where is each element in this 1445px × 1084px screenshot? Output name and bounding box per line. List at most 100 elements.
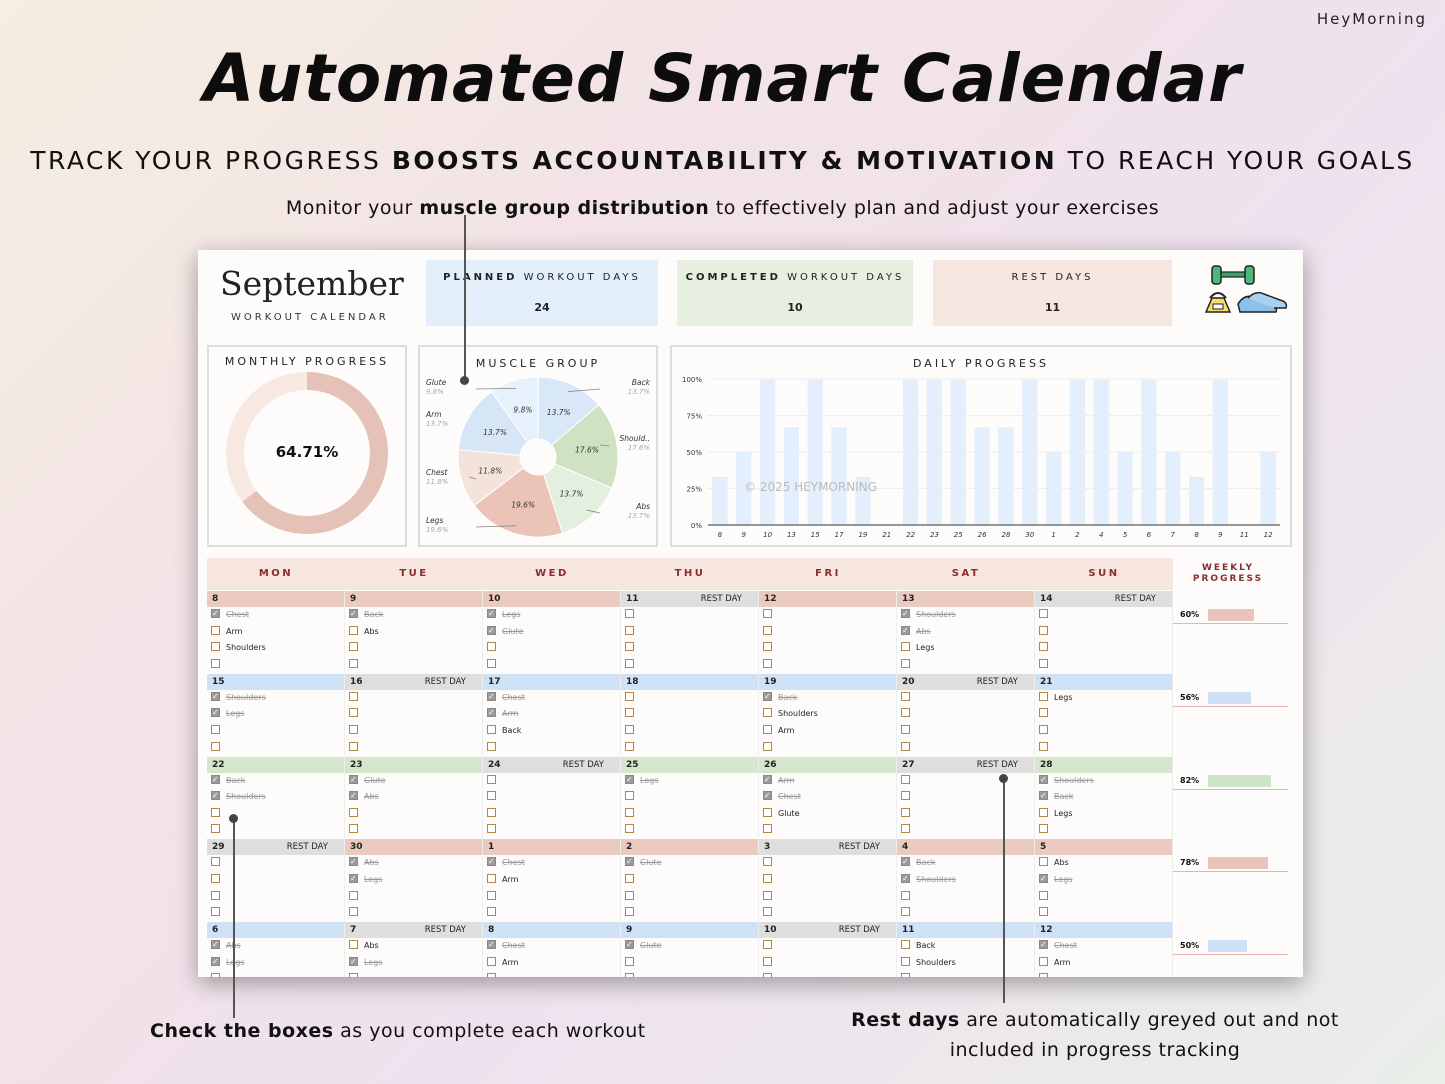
- task-checkbox[interactable]: [901, 854, 910, 871]
- task-checkbox[interactable]: [349, 854, 358, 871]
- task-checkbox[interactable]: [901, 774, 910, 784]
- task-checkbox[interactable]: [763, 772, 772, 788]
- task-checkbox[interactable]: [763, 724, 772, 734]
- task-checkbox[interactable]: [211, 658, 220, 668]
- task-checkbox[interactable]: [487, 705, 496, 722]
- task-checkbox[interactable]: [901, 956, 910, 966]
- task-checkbox[interactable]: [901, 973, 910, 977]
- task-checkbox[interactable]: [901, 741, 910, 751]
- task-checkbox[interactable]: [763, 890, 772, 900]
- task-checkbox[interactable]: [211, 907, 220, 917]
- task-checkbox[interactable]: [763, 609, 772, 618]
- task-checkbox[interactable]: [349, 741, 358, 751]
- task-checkbox[interactable]: [1039, 807, 1048, 817]
- task-checkbox[interactable]: [211, 857, 220, 867]
- task-checkbox[interactable]: [625, 741, 634, 751]
- task-checkbox[interactable]: [901, 807, 910, 817]
- task-checkbox[interactable]: [1039, 824, 1048, 834]
- task-checkbox[interactable]: [349, 606, 358, 623]
- task-checkbox[interactable]: [487, 658, 496, 668]
- task-checkbox[interactable]: [211, 937, 220, 954]
- task-checkbox[interactable]: [211, 606, 220, 623]
- task-checkbox[interactable]: [487, 606, 496, 623]
- task-checkbox[interactable]: [1039, 691, 1048, 701]
- task-checkbox[interactable]: [625, 724, 634, 734]
- task-checkbox[interactable]: [487, 689, 496, 705]
- task-checkbox[interactable]: [625, 807, 634, 817]
- task-checkbox[interactable]: [349, 642, 358, 652]
- task-checkbox[interactable]: [901, 724, 910, 734]
- task-checkbox[interactable]: [1039, 658, 1048, 668]
- task-checkbox[interactable]: [487, 741, 496, 751]
- task-checkbox[interactable]: [1039, 741, 1048, 751]
- task-checkbox[interactable]: [211, 807, 220, 817]
- task-checkbox[interactable]: [349, 907, 358, 917]
- task-checkbox[interactable]: [211, 954, 220, 970]
- task-checkbox[interactable]: [763, 741, 772, 751]
- task-checkbox[interactable]: [901, 606, 910, 623]
- task-checkbox[interactable]: [625, 658, 634, 668]
- task-checkbox[interactable]: [763, 658, 772, 668]
- task-checkbox[interactable]: [349, 954, 358, 970]
- task-checkbox[interactable]: [901, 691, 910, 701]
- task-checkbox[interactable]: [1039, 871, 1048, 888]
- task-checkbox[interactable]: [1039, 772, 1048, 788]
- task-checkbox[interactable]: [625, 824, 634, 834]
- task-checkbox[interactable]: [487, 824, 496, 834]
- task-checkbox[interactable]: [763, 708, 772, 718]
- task-checkbox[interactable]: [763, 689, 772, 705]
- task-checkbox[interactable]: [1039, 625, 1048, 635]
- task-checkbox[interactable]: [625, 708, 634, 718]
- task-checkbox[interactable]: [487, 854, 496, 871]
- task-checkbox[interactable]: [487, 791, 496, 801]
- task-checkbox[interactable]: [763, 824, 772, 834]
- task-checkbox[interactable]: [349, 807, 358, 817]
- task-checkbox[interactable]: [1039, 890, 1048, 900]
- task-checkbox[interactable]: [763, 807, 772, 817]
- task-checkbox[interactable]: [625, 642, 634, 652]
- task-checkbox[interactable]: [1039, 708, 1048, 718]
- task-checkbox[interactable]: [901, 940, 910, 950]
- task-checkbox[interactable]: [211, 625, 220, 635]
- task-checkbox[interactable]: [349, 890, 358, 900]
- task-checkbox[interactable]: [763, 788, 772, 805]
- task-checkbox[interactable]: [349, 973, 358, 977]
- task-checkbox[interactable]: [487, 907, 496, 917]
- task-checkbox[interactable]: [625, 625, 634, 635]
- task-checkbox[interactable]: [625, 873, 634, 883]
- task-checkbox[interactable]: [1039, 642, 1048, 652]
- task-checkbox[interactable]: [901, 871, 910, 888]
- task-checkbox[interactable]: [487, 956, 496, 966]
- task-checkbox[interactable]: [211, 824, 220, 834]
- task-checkbox[interactable]: [763, 940, 772, 950]
- task-checkbox[interactable]: [625, 890, 634, 900]
- task-checkbox[interactable]: [211, 724, 220, 734]
- task-checkbox[interactable]: [487, 642, 496, 652]
- task-checkbox[interactable]: [625, 691, 634, 701]
- task-checkbox[interactable]: [1039, 973, 1048, 977]
- task-checkbox[interactable]: [487, 937, 496, 954]
- task-checkbox[interactable]: [763, 625, 772, 635]
- task-checkbox[interactable]: [1039, 907, 1048, 917]
- task-checkbox[interactable]: [625, 854, 634, 871]
- task-checkbox[interactable]: [901, 642, 910, 652]
- task-checkbox[interactable]: [349, 824, 358, 834]
- task-checkbox[interactable]: [487, 807, 496, 817]
- task-checkbox[interactable]: [211, 973, 220, 977]
- task-checkbox[interactable]: [349, 658, 358, 668]
- task-checkbox[interactable]: [211, 772, 220, 788]
- task-checkbox[interactable]: [211, 689, 220, 705]
- task-checkbox[interactable]: [763, 873, 772, 883]
- task-checkbox[interactable]: [625, 772, 634, 788]
- task-checkbox[interactable]: [487, 724, 496, 734]
- task-checkbox[interactable]: [349, 940, 358, 950]
- task-checkbox[interactable]: [1039, 937, 1048, 954]
- task-checkbox[interactable]: [211, 642, 220, 652]
- task-checkbox[interactable]: [349, 625, 358, 635]
- task-checkbox[interactable]: [901, 890, 910, 900]
- task-checkbox[interactable]: [901, 658, 910, 668]
- task-checkbox[interactable]: [763, 956, 772, 966]
- task-checkbox[interactable]: [211, 890, 220, 900]
- task-checkbox[interactable]: [1039, 609, 1048, 618]
- task-checkbox[interactable]: [487, 890, 496, 900]
